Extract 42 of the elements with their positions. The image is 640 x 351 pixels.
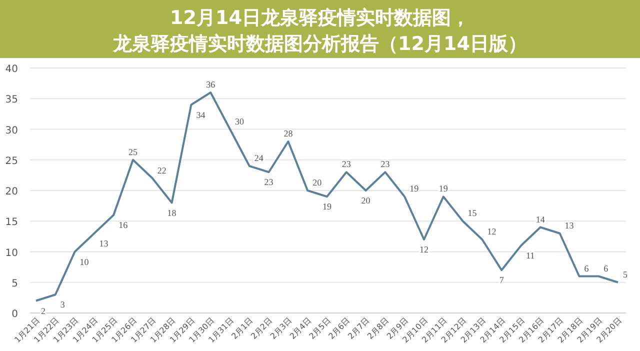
data-label: 19 [410,184,420,194]
y-tick-label: 35 [5,94,18,106]
data-label: 13 [564,220,574,230]
y-tick-label: 25 [5,156,18,167]
data-label: 12 [487,226,496,236]
data-label: 14 [536,214,546,224]
data-label: 19 [438,184,448,194]
data-label: 7 [499,275,504,286]
y-tick-label: 30 [5,125,18,136]
data-label: 23 [380,159,390,170]
y-tick-label: 5 [12,278,18,290]
data-label: 13 [99,238,109,248]
chart-title: 12月14日龙泉驿疫情实时数据图，龙泉驿疫情实时数据图分析报告（12月14日版） [112,7,527,55]
data-label: 25 [128,146,138,157]
data-label: 30 [235,116,244,126]
data-label: 5 [623,269,628,280]
data-label: 19 [322,202,332,212]
data-label: 11 [526,250,535,261]
data-label: 10 [80,256,90,267]
data-label: 23 [264,177,274,188]
data-label: 34 [196,110,206,120]
line-series [35,92,619,302]
data-label: 20 [312,178,322,188]
data-label: 23 [342,159,352,170]
data-label: 20 [361,196,371,206]
y-tick-label: 40 [5,64,18,75]
data-label: 12 [420,244,428,254]
data-label: 22 [157,165,166,176]
data-label: 15 [468,208,478,218]
data-label: 2 [41,306,46,316]
data-label: 6 [584,263,590,274]
data-label: 6 [604,263,609,274]
data-label: 28 [284,128,294,138]
data-label: 18 [167,208,177,218]
y-tick-label: 15 [5,217,18,228]
y-tick-label: 10 [5,248,18,259]
data-label: 24 [254,153,264,163]
data-label: 16 [118,220,128,230]
y-tick-label: 20 [5,186,18,198]
data-label: 36 [206,80,216,90]
y-tick-label: 0 [12,309,18,320]
data-label: 3 [60,300,66,310]
